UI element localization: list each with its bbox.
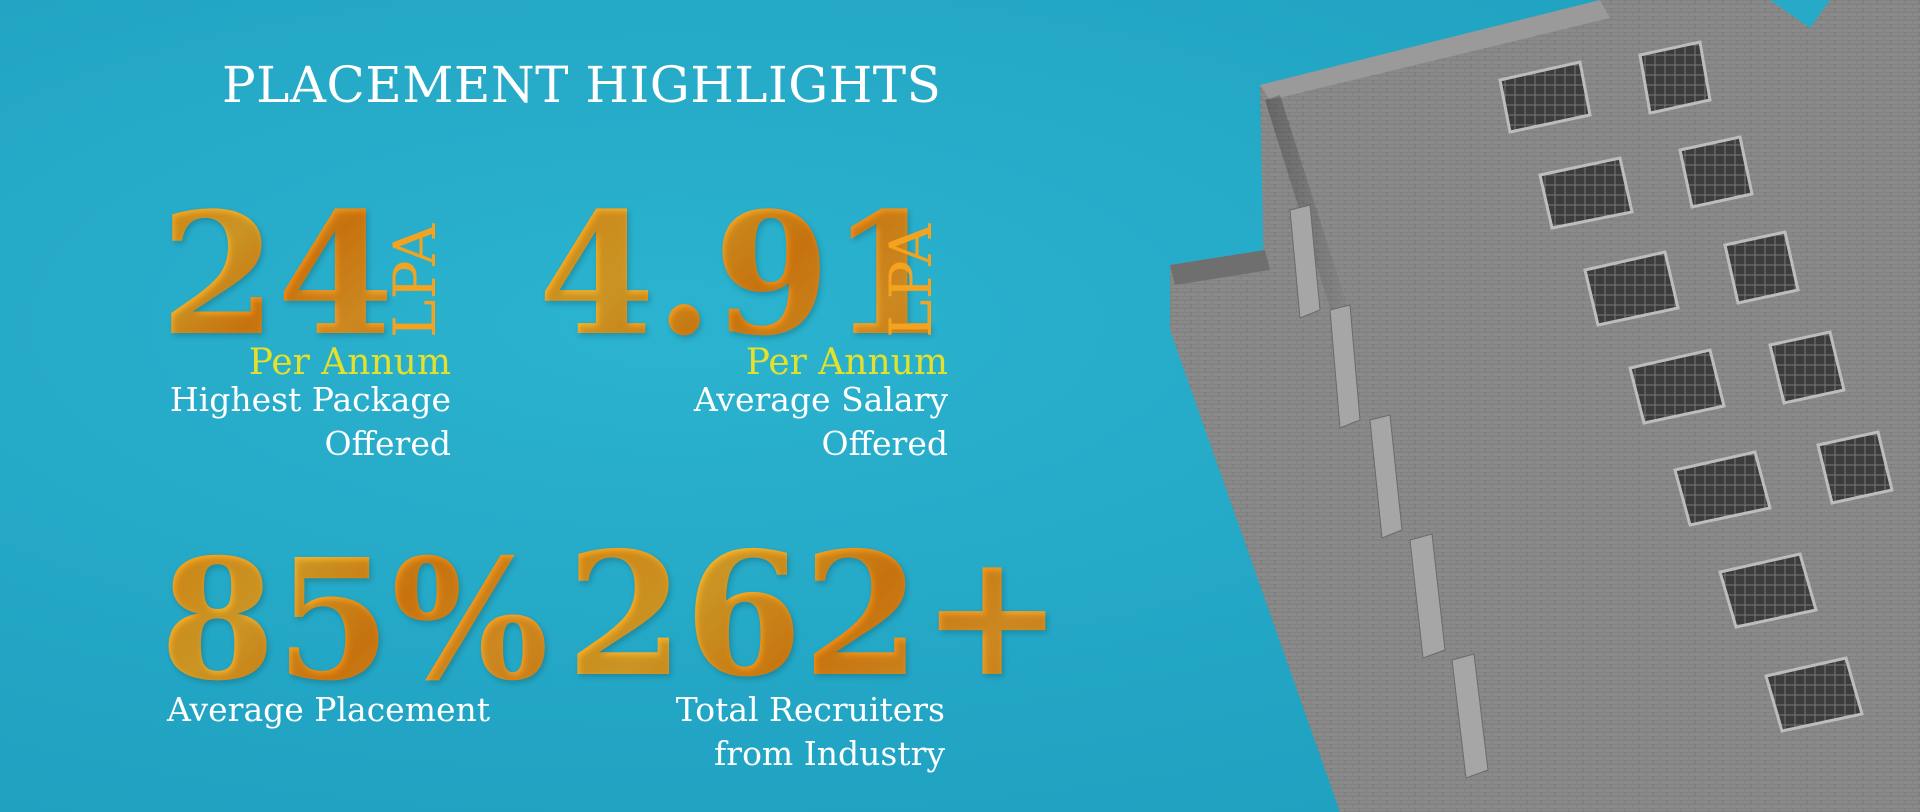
- stat-average-salary-unit: LPA: [877, 223, 945, 338]
- stat-average-salary-value: 4.91: [538, 175, 948, 373]
- stat-average-salary-sub: Per Annum: [745, 342, 948, 383]
- stat-total-recruiters-value: 262+: [566, 515, 1064, 715]
- label-line: Average Salary: [693, 380, 948, 419]
- stat-average-placement-value: 85%: [160, 523, 549, 718]
- stat-total-recruiters-label: Total Recruiters from Industry: [676, 688, 945, 776]
- label-line: Highest Package: [169, 380, 451, 419]
- stat-highest-package-sub: Per Annum: [248, 342, 451, 383]
- stat-highest-package-label: Highest Package Offered: [170, 378, 451, 466]
- label-line: Offered: [821, 424, 948, 463]
- building-photo: [1170, 0, 1920, 812]
- stat-highest-package-unit: LPA: [381, 223, 449, 338]
- stat-average-placement-label: Average Placement: [167, 690, 491, 729]
- stat-highest-package-value: 24: [160, 175, 394, 373]
- label-line: Total Recruiters: [675, 690, 945, 729]
- label-line: Offered: [324, 424, 451, 463]
- page-title: PLACEMENT HIGHLIGHTS: [222, 56, 942, 114]
- label-line: from Industry: [714, 734, 945, 773]
- stat-average-salary-label: Average Salary Offered: [694, 378, 948, 466]
